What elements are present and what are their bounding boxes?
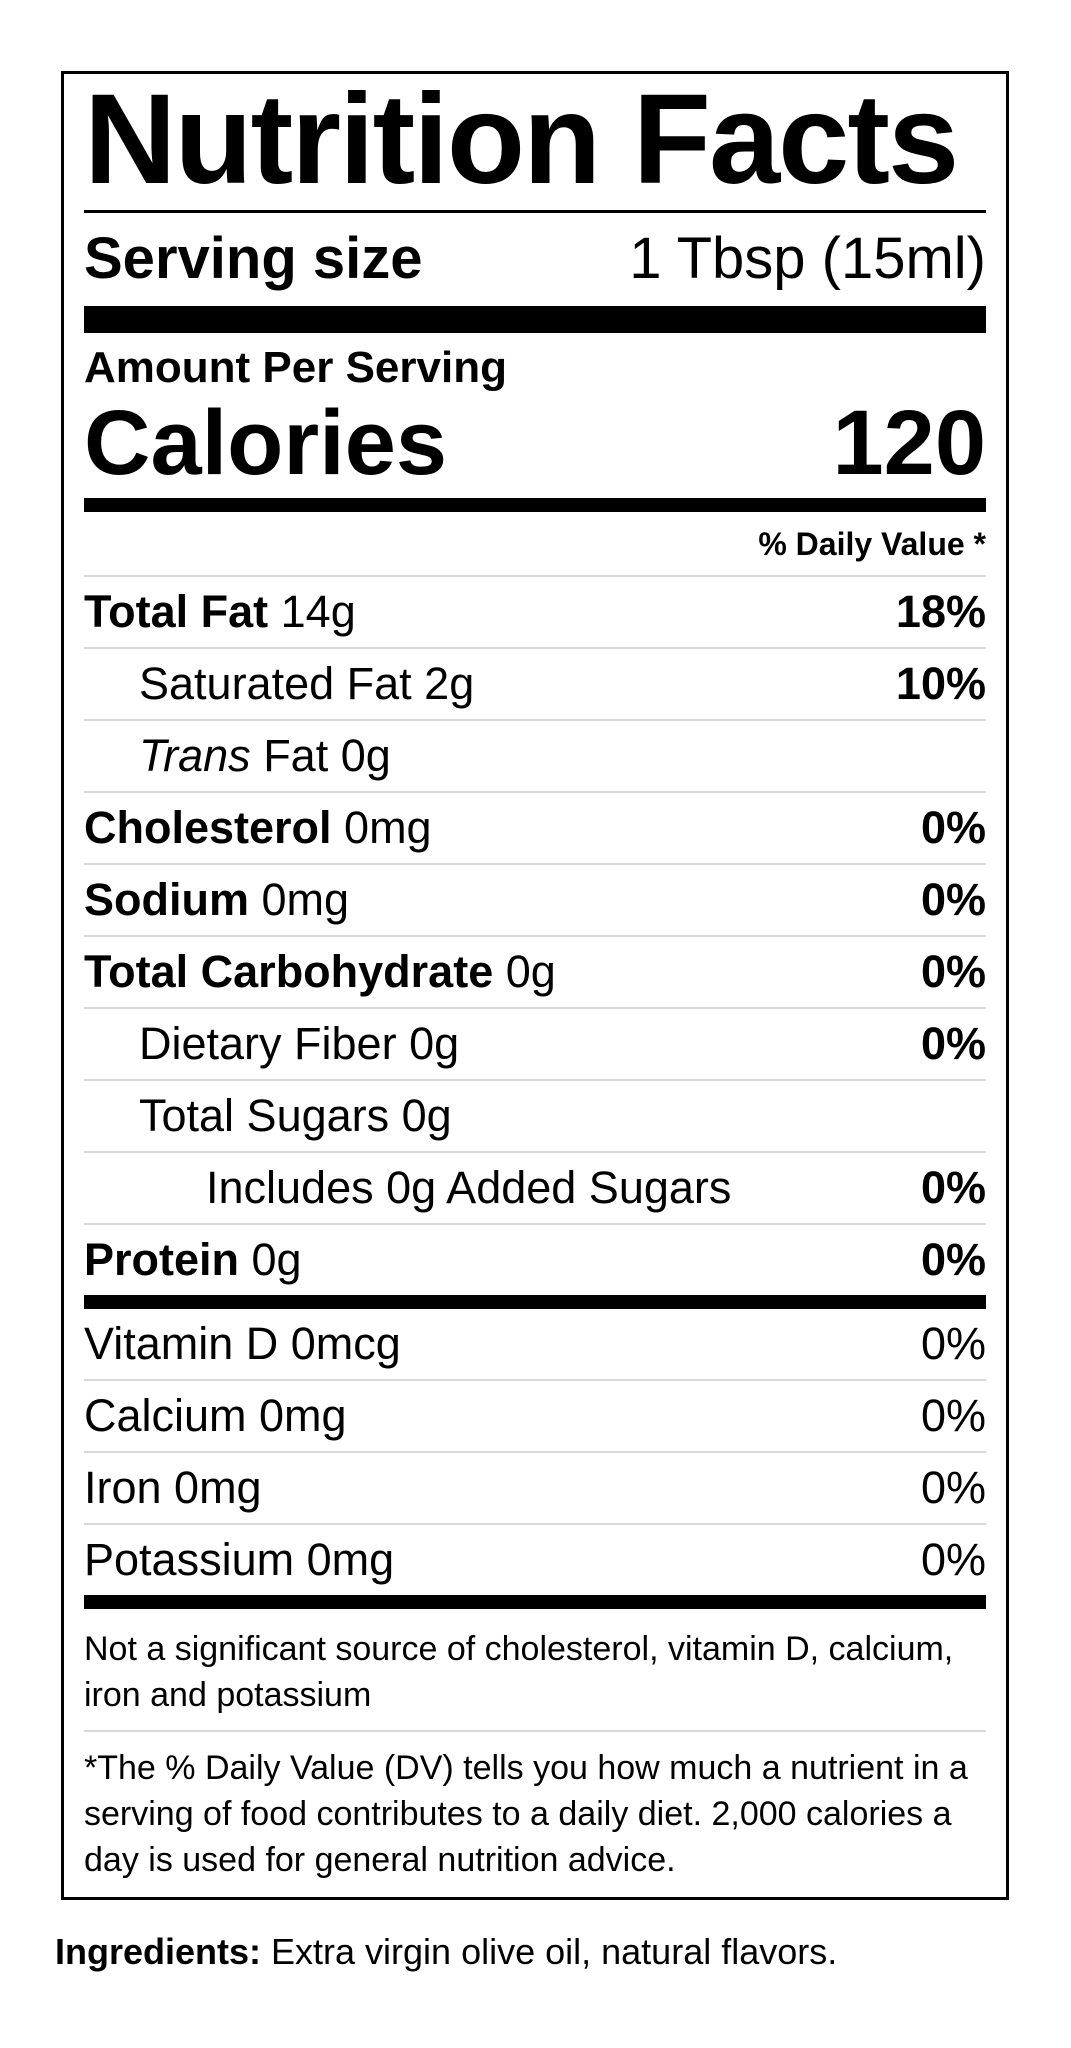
nutrient-daily-value: 18%	[895, 586, 986, 637]
nutrient-daily-value: 0%	[920, 874, 986, 925]
nutrient-row: Total Carbohydrate 0g 0%	[84, 937, 986, 1009]
nutrient-daily-value: 0%	[920, 1018, 986, 1069]
nutrient-row: Sodium 0mg 0%	[84, 865, 986, 937]
nutrient-row: Includes 0g Added Sugars 0%	[84, 1153, 986, 1225]
nutrient-daily-value: 0%	[920, 1162, 986, 1213]
ingredients-text: Extra virgin olive oil, natural flavors.	[261, 1931, 838, 1972]
calories-label: Calories	[84, 392, 448, 494]
nutrient-row: Total Sugars 0g	[84, 1081, 986, 1153]
daily-value-header: % Daily Value *	[84, 512, 986, 577]
nutrient-daily-value: 10%	[895, 658, 986, 709]
nutrient-daily-value: 0%	[920, 1318, 986, 1369]
nutrient-rows-group: Total Fat 14g 18% Saturated Fat 2g 10% Trans…	[84, 577, 986, 1295]
nutrient-row: Potassium 0mg 0%	[84, 1525, 986, 1595]
nutrient-name: Calcium 0mg	[84, 1390, 347, 1441]
nutrient-daily-value: 0%	[920, 1534, 986, 1585]
nutrient-daily-value: 0%	[920, 1462, 986, 1513]
medium-separator	[84, 498, 986, 512]
nutrient-name: Dietary Fiber 0g	[139, 1018, 460, 1069]
nutrient-name: Total Carbohydrate 0g	[84, 946, 556, 997]
nutrient-row: Saturated Fat 2g 10%	[84, 649, 986, 721]
ingredients-line: Ingredients: Extra virgin olive oil, nat…	[55, 1930, 1031, 1974]
nutrient-name: Includes 0g Added Sugars	[206, 1162, 732, 1213]
nutrient-row: Protein 0g 0%	[84, 1225, 986, 1295]
nutrient-row: Cholesterol 0mg 0%	[84, 793, 986, 865]
title-rule	[84, 210, 986, 213]
nutrient-name: Sodium 0mg	[84, 874, 350, 925]
nutrient-name: Total Sugars 0g	[139, 1090, 452, 1141]
nutrient-row: Calcium 0mg 0%	[84, 1381, 986, 1453]
medium-separator	[84, 1295, 986, 1309]
label-title: Nutrition Facts	[84, 68, 959, 211]
nutrient-daily-value: 0%	[920, 802, 986, 853]
nutrient-row: Iron 0mg 0%	[84, 1453, 986, 1525]
serving-size-label: Serving size	[84, 226, 423, 291]
nutrient-name: Cholesterol 0mg	[84, 802, 432, 853]
nutrient-daily-value: 0%	[920, 1234, 986, 1285]
thick-separator	[84, 306, 986, 333]
serving-size-row: Serving size 1 Tbsp (15ml)	[84, 213, 986, 306]
serving-size-value: 1 Tbsp (15ml)	[629, 226, 986, 291]
nutrient-name: Trans Fat 0g	[139, 730, 391, 781]
calories-value: 120	[832, 392, 987, 494]
nutrient-row: Trans Fat 0g	[84, 721, 986, 793]
vitamin-rows-group: Vitamin D 0mcg 0% Calcium 0mg 0% Iron 0mg 0% P…	[84, 1309, 986, 1595]
calories-row: Calories 120	[84, 395, 986, 492]
ingredients-label: Ingredients:	[55, 1931, 262, 1972]
nutrient-name: Potassium 0mg	[84, 1534, 395, 1585]
nutrient-name: Saturated Fat 2g	[139, 658, 475, 709]
nutrient-row: Dietary Fiber 0g 0%	[84, 1009, 986, 1081]
nutrient-name: Total Fat 14g	[84, 586, 356, 637]
nutrient-name: Vitamin D 0mcg	[84, 1318, 401, 1369]
medium-separator	[84, 1595, 986, 1609]
nutrient-row: Total Fat 14g 18%	[84, 577, 986, 649]
footnote-not-significant: Not a significant source of cholesterol,…	[84, 1609, 986, 1732]
nutrient-daily-value: 0%	[920, 1390, 986, 1441]
amount-per-serving-label: Amount Per Serving	[84, 343, 507, 392]
nutrient-name: Protein 0g	[84, 1234, 302, 1285]
nutrient-name: Iron 0mg	[84, 1462, 262, 1513]
nutrient-daily-value: 0%	[920, 946, 986, 997]
footnote-daily-value: *The % Daily Value (DV) tells you how mu…	[84, 1749, 968, 1879]
nutrient-row: Vitamin D 0mcg 0%	[84, 1309, 986, 1381]
nutrition-facts-label: Nutrition Facts Serving size 1 Tbsp (15m…	[61, 71, 1009, 1900]
